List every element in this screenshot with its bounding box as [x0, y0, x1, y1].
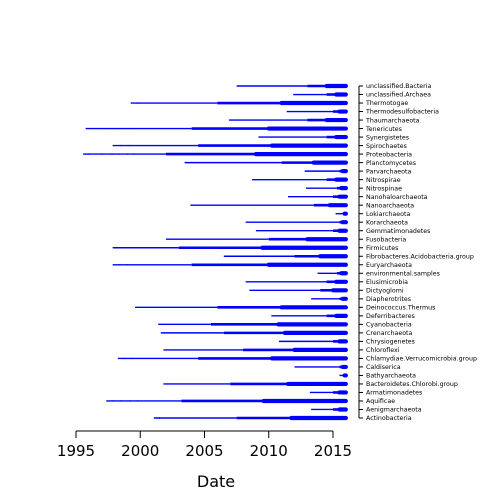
y-tick-label-proteobacteria: Proteobacteria — [366, 151, 412, 158]
x-axis: 1995 2000 2005 2010 2015 — [57, 430, 352, 460]
y-tick-label-euryarchaeota: Euryarchaeota — [366, 262, 412, 269]
y-tick-label-thaumarchaeota: Thaumarchaeota — [365, 117, 420, 124]
y-tick-label-thermotogae: Thermotogae — [365, 100, 408, 107]
y-tick-label-nanoarchaeota: Nanoarchaeota — [366, 202, 414, 209]
y-tick-label-environmental-samples: environmental.samples — [366, 270, 440, 277]
y-tick-label-synergistetes: Synergistetes — [366, 134, 409, 141]
y-tick-label-diapherotrites: Diapherotrites — [366, 296, 411, 303]
y-tick-label-chlamydiae-verrucomicrobia-group: Chlamydiae.Verrucomicrobia.group — [366, 356, 477, 363]
y-tick-label-aenigmarchaeota: Aenigmarchaeota — [366, 407, 422, 414]
y-tick-label-bathyarchaeota: Bathyarchaeota — [366, 373, 416, 380]
plot-marks — [83, 83, 348, 421]
y-tick-label-caldiserica: Caldiserica — [366, 364, 401, 371]
y-tick-label-chrysiogenetes: Chrysiogenetes — [366, 339, 415, 346]
y-tick-label-planctomycetes: Planctomycetes — [366, 160, 416, 167]
y-tick-label-cyanobacteria: Cyanobacteria — [366, 322, 412, 329]
y-tick-label-deferribacteres: Deferribacteres — [366, 313, 415, 320]
y-tick-label-tenericutes: Tenericutes — [365, 126, 402, 133]
y-tick-label-elusimicrobia: Elusimicrobia — [366, 279, 408, 286]
y-tick-label-gemmatimonadetes: Gemmatimonadetes — [366, 228, 430, 235]
x-tick-label-1995: 1995 — [57, 442, 95, 460]
y-tick-label-chloroflexi: Chloroflexi — [366, 347, 400, 354]
x-tick-label-2015: 2015 — [314, 442, 352, 460]
y-tick-label-actinobacteria: Actinobacteria — [366, 415, 412, 422]
y-tick-label-crenarchaeota: Crenarchaeota — [366, 330, 413, 337]
y-tick-label-lokiarchaeota: Lokiarchaeota — [366, 211, 410, 218]
y-tick-label-spirochaetes: Spirochaetes — [366, 143, 407, 150]
y-tick-label-aquificae: Aquificae — [366, 398, 395, 405]
x-tick-label-2000: 2000 — [121, 442, 159, 460]
y-tick-label-armatimonadetes: Armatimonadetes — [366, 390, 422, 397]
y-tick-label-korarchaeota: Korarchaeota — [366, 219, 408, 226]
y-tick-label-thermodesulfobacteria: Thermodesulfobacteria — [365, 109, 439, 116]
y-tick-label-nitrospirae: Nitrospirae — [366, 177, 401, 184]
x-axis-title: Date — [197, 472, 235, 491]
y-tick-label-fusobacteria: Fusobacteria — [366, 236, 406, 243]
y-tick-label-deinococcus-thermus: Deinococcus.Thermus — [366, 305, 435, 312]
x-tick-label-2010: 2010 — [250, 442, 288, 460]
y-tick-label-nitrospinae: Nitrospinae — [366, 185, 402, 192]
x-tick-label-2005: 2005 — [185, 442, 223, 460]
y-tick-label-firmicutes: Firmicutes — [366, 245, 398, 252]
y-tick-label-dictyoglomi: Dictyoglomi — [366, 288, 404, 295]
y-tick-label-bacteroidetes-chlorobi-group: Bacteroidetes.Chlorobi.group — [366, 381, 458, 388]
y-tick-label-fibrobacteres-acidobacteria-group: Fibrobacteres.Acidobacteria.group — [366, 253, 474, 260]
y-tick-label-unclassified-bacteria: unclassified.Bacteria — [366, 83, 432, 90]
y-tick-label-nanohaloarchaeota: Nanohaloarchaeota — [366, 194, 428, 201]
y-tick-label-unclassified-archaea: unclassified.Archaea — [366, 92, 431, 99]
y-tick-label-parvarchaeota: Parvarchaeota — [366, 168, 412, 175]
